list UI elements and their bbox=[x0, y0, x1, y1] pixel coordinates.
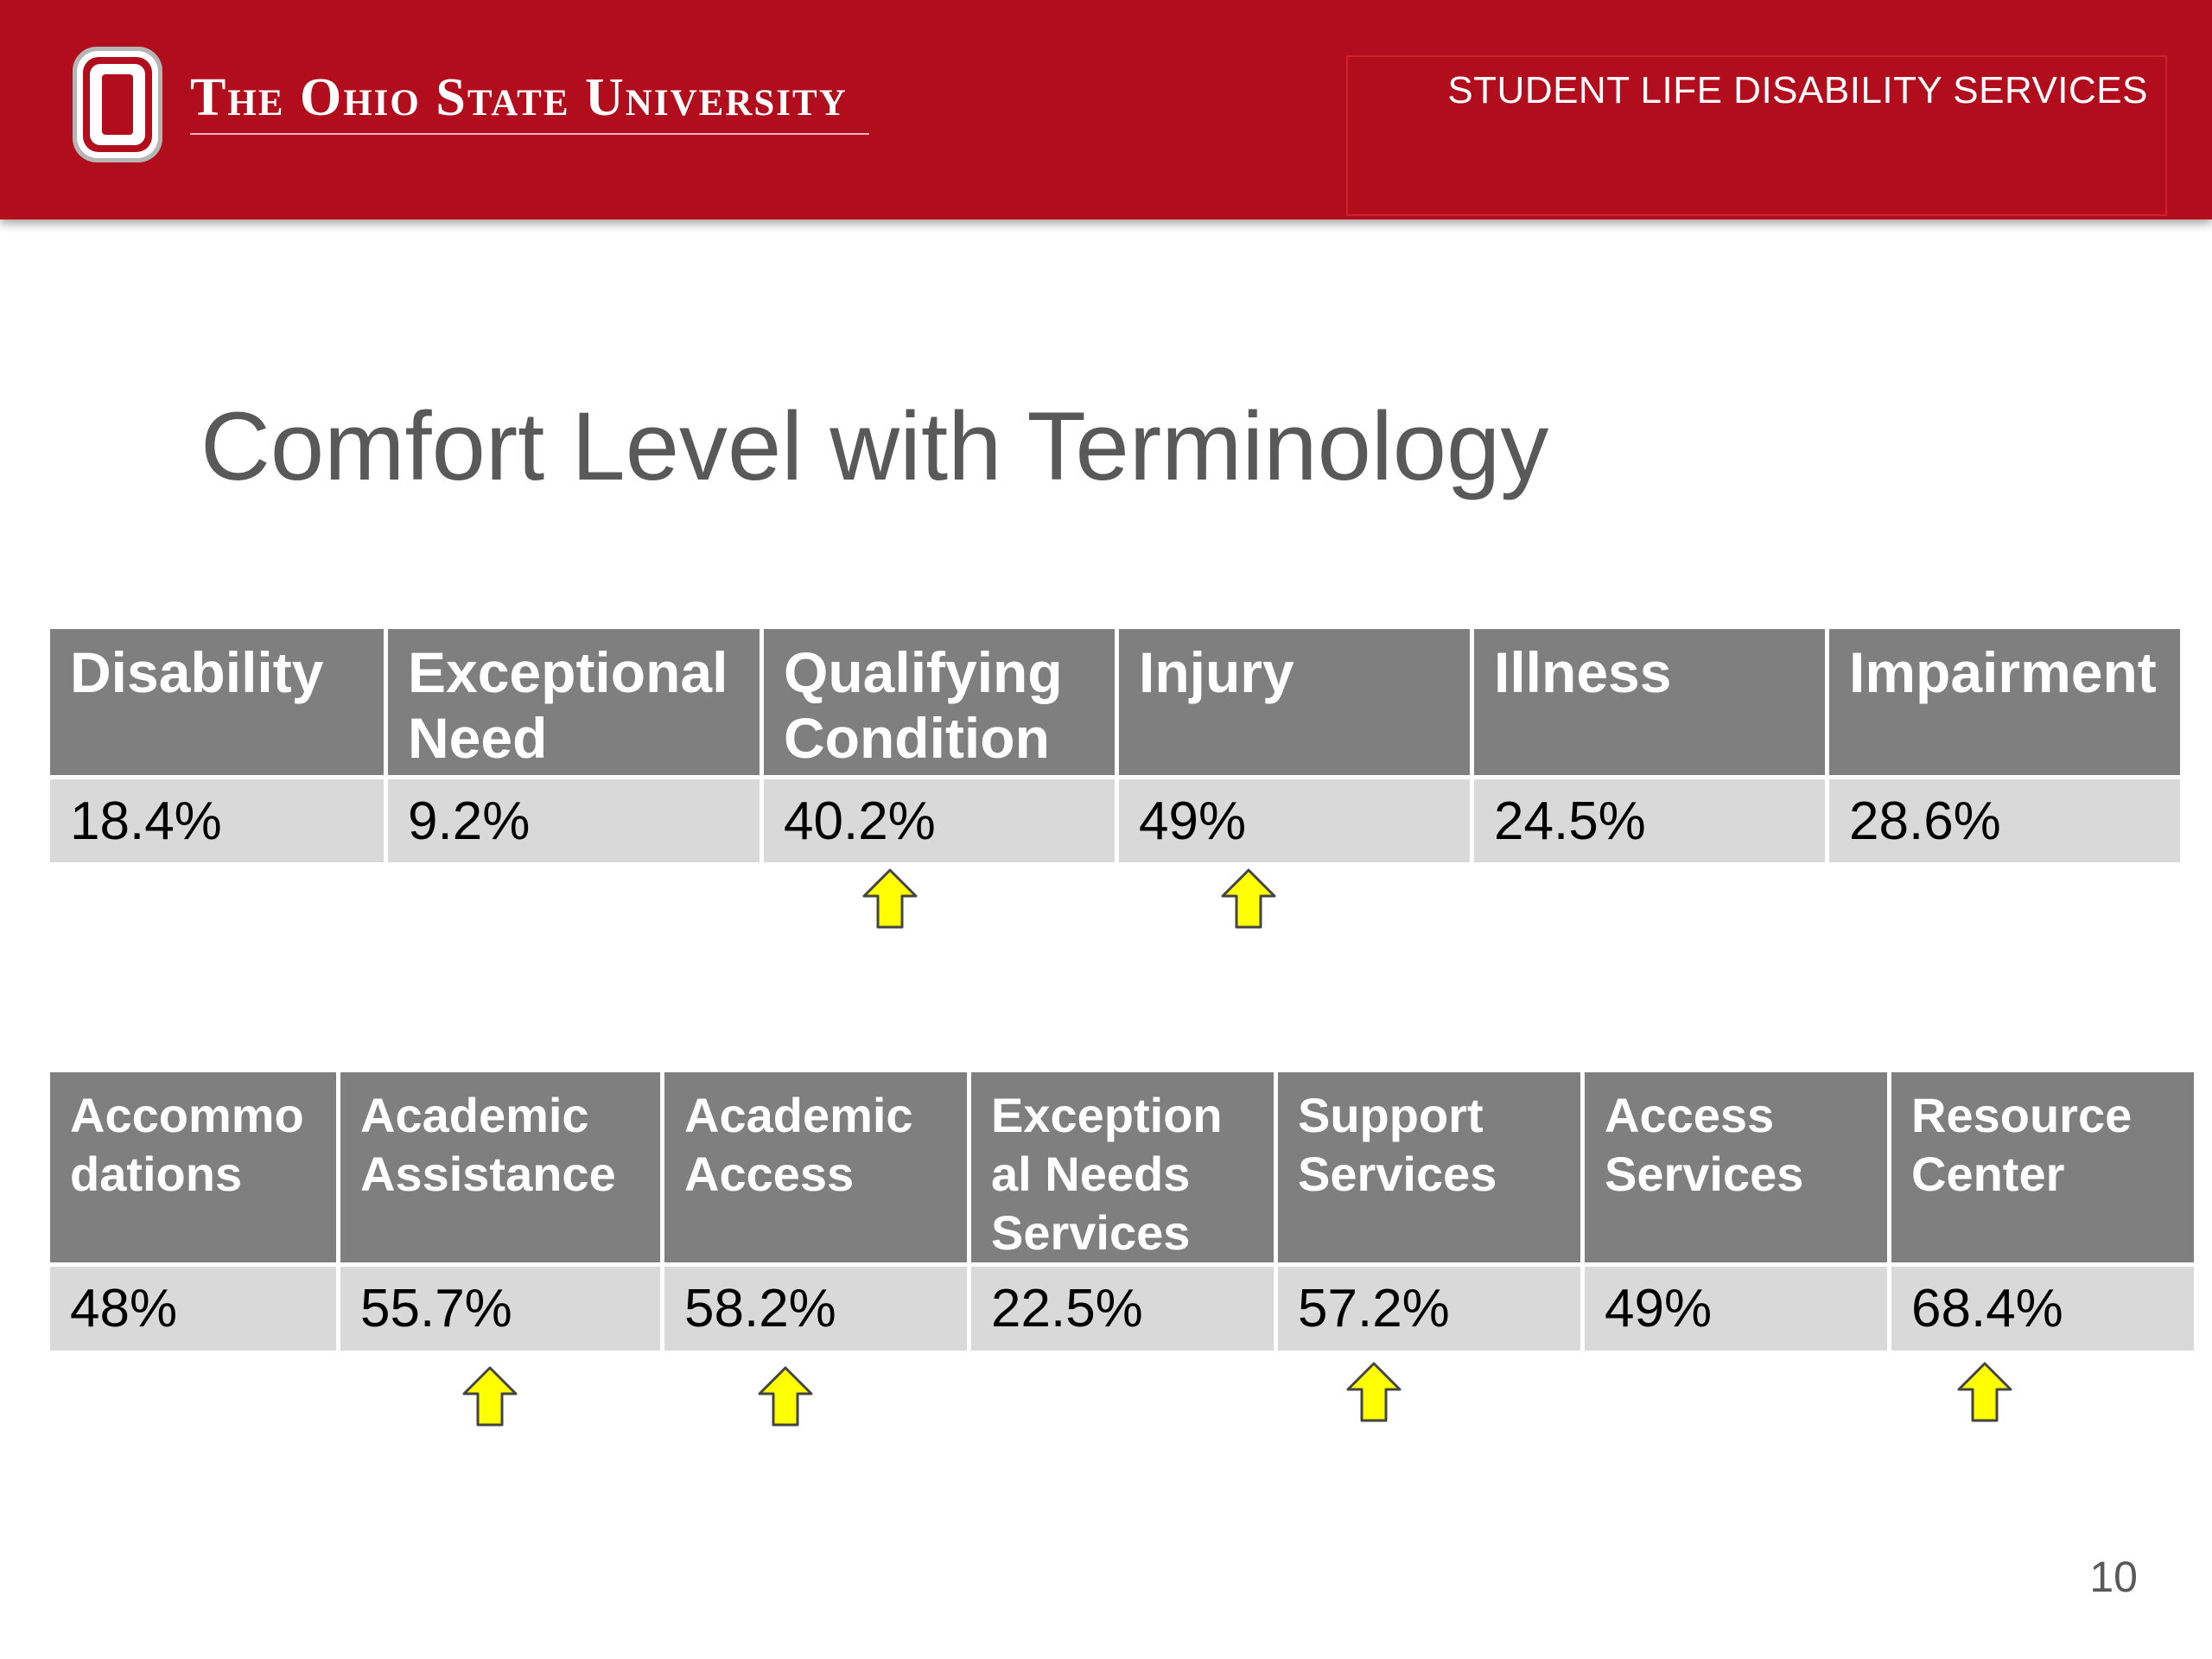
table-value-cell: 9.2% bbox=[388, 779, 760, 862]
table-header-label: Support bbox=[1298, 1088, 1484, 1142]
table-header-label: Services bbox=[991, 1205, 1191, 1260]
table-header-cell: Exception al Needs Services bbox=[971, 1072, 1274, 1262]
table-header-label: Academic bbox=[684, 1088, 913, 1142]
table-value-cell: 48% bbox=[50, 1267, 336, 1351]
table-header-label: Assistance bbox=[360, 1147, 616, 1201]
table-header-label: Exception bbox=[991, 1088, 1223, 1142]
table-header-label: Center bbox=[1911, 1147, 2065, 1201]
table-header-cell: Academic Assistance bbox=[340, 1072, 660, 1262]
table-header-label: al Needs bbox=[991, 1147, 1191, 1201]
department-box bbox=[1346, 55, 2167, 216]
table-header-label: Resource bbox=[1911, 1088, 2133, 1142]
table-header-label: Access bbox=[684, 1147, 855, 1201]
table-header-cell: Access Services bbox=[1585, 1072, 1887, 1262]
table-header-label: Qualifying bbox=[784, 640, 1063, 704]
page-number: 10 bbox=[2089, 1553, 2138, 1601]
table-header-cell: Impairment bbox=[1829, 629, 2180, 775]
table-header-label: Condition bbox=[784, 706, 1050, 770]
table-header-label: Need bbox=[408, 706, 548, 770]
table-header-label: Access bbox=[1605, 1088, 1775, 1142]
table-value-cell: 55.7% bbox=[340, 1267, 660, 1351]
table-header-label: dations bbox=[70, 1147, 243, 1201]
table-header-cell: Resource Center bbox=[1891, 1072, 2194, 1262]
table-header-label: Services bbox=[1605, 1147, 1804, 1201]
table-header-cell: Accommo dations bbox=[50, 1072, 336, 1262]
yellow-up-arrow-icon bbox=[1346, 1362, 1402, 1422]
university-name: The Ohio State University bbox=[190, 68, 848, 127]
terminology-table-2: Accommo dations Academic Assistance Academ… bbox=[46, 1068, 2198, 1355]
table-header-label: Academic bbox=[360, 1088, 589, 1142]
table-value-row: 18.4% 9.2% 40.2% 49% 24.5% 28.6% bbox=[50, 779, 2180, 862]
yellow-up-arrow-icon bbox=[758, 1366, 813, 1427]
table-header-cell: Disability bbox=[50, 629, 384, 775]
table-value-cell: 58.2% bbox=[664, 1267, 967, 1351]
table-header-label: Injury bbox=[1139, 640, 1294, 704]
table-header-label: Disability bbox=[70, 640, 324, 704]
table-value-cell: 68.4% bbox=[1891, 1267, 2194, 1351]
table-header-cell: Injury bbox=[1119, 629, 1470, 775]
table-header-cell: Qualifying Condition bbox=[764, 629, 1115, 775]
table-value-cell: 49% bbox=[1585, 1267, 1887, 1351]
yellow-up-arrow-icon bbox=[1221, 868, 1276, 929]
header-banner: The Ohio State University STUDENT LIFE D… bbox=[0, 0, 2212, 219]
table-header-row: Accommo dations Academic Assistance Academ… bbox=[50, 1072, 2194, 1262]
table-header-row: Disability Exceptional Need Qualifying Con… bbox=[50, 629, 2180, 775]
table-value-cell: 22.5% bbox=[971, 1267, 1274, 1351]
terminology-table-1: Disability Exceptional Need Qualifying Con… bbox=[46, 625, 2184, 867]
table-header-cell: Support Services bbox=[1278, 1072, 1580, 1262]
table-value-row: 48% 55.7% 58.2% 22.5% 57.2% 49% 68.4% bbox=[50, 1267, 2194, 1351]
table-value-cell: 40.2% bbox=[764, 779, 1115, 862]
table-value-cell: 18.4% bbox=[50, 779, 384, 862]
table-header-cell: Academic Access bbox=[664, 1072, 967, 1262]
table-header-label: Impairment bbox=[1849, 640, 2157, 704]
university-name-underline bbox=[190, 133, 869, 135]
yellow-up-arrow-icon bbox=[1957, 1362, 2012, 1422]
table-value-cell: 49% bbox=[1119, 779, 1470, 862]
table-header-label: Accommo bbox=[70, 1088, 304, 1142]
table-header-label: Exceptional bbox=[408, 640, 728, 704]
yellow-up-arrow-icon bbox=[462, 1366, 518, 1427]
table-header-cell: Exceptional Need bbox=[388, 629, 760, 775]
table-value-cell: 24.5% bbox=[1474, 779, 1825, 862]
department-title: STUDENT LIFE DISABILITY SERVICES bbox=[1447, 69, 2148, 111]
block-o-logo-icon bbox=[73, 47, 162, 162]
slide-title: Comfort Level with Terminology bbox=[200, 392, 1549, 500]
table-header-cell: Illness bbox=[1474, 629, 1825, 775]
table-value-cell: 28.6% bbox=[1829, 779, 2180, 862]
yellow-up-arrow-icon bbox=[862, 868, 918, 929]
table-value-cell: 57.2% bbox=[1278, 1267, 1580, 1351]
table-header-label: Services bbox=[1298, 1147, 1497, 1201]
table-header-label: Illness bbox=[1494, 640, 1672, 704]
